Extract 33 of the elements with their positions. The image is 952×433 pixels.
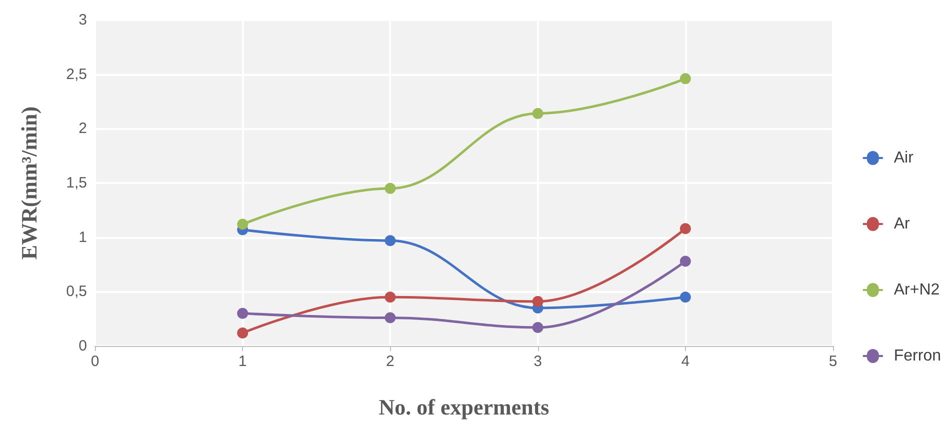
y-tick-label: 0,5 bbox=[66, 283, 87, 300]
point bbox=[680, 73, 691, 84]
point bbox=[384, 312, 396, 324]
legend-label: Ar+N2 bbox=[894, 282, 940, 298]
x-tick-label: 4 bbox=[681, 353, 690, 370]
y-axis-title: EWR(mm³/min) bbox=[16, 106, 42, 260]
x-tick-label: 3 bbox=[534, 353, 542, 370]
point bbox=[532, 296, 544, 307]
y-tick-label: 2 bbox=[78, 120, 87, 138]
point bbox=[384, 292, 396, 303]
point bbox=[680, 256, 691, 267]
x-tick-label: 0 bbox=[90, 353, 100, 370]
y-tick-label: 0 bbox=[78, 338, 87, 354]
y-tick-label: 1 bbox=[78, 228, 87, 246]
x-tick-label: 1 bbox=[238, 353, 247, 370]
x-tick-label: 5 bbox=[828, 353, 838, 370]
legend-label: Ferron bbox=[894, 348, 941, 364]
point bbox=[680, 292, 691, 303]
point bbox=[384, 235, 396, 246]
point bbox=[237, 308, 248, 319]
point bbox=[237, 327, 248, 338]
y-tick-label: 3 bbox=[78, 12, 87, 28]
point bbox=[237, 218, 248, 230]
point bbox=[384, 182, 396, 194]
point bbox=[680, 223, 691, 234]
y-tick-label: 2,5 bbox=[66, 66, 87, 83]
legend-label: Ar bbox=[894, 216, 911, 232]
x-tick-label: 2 bbox=[386, 353, 394, 370]
y-tick-label: 1,5 bbox=[66, 174, 87, 192]
x-axis-title: No. of experments bbox=[378, 394, 550, 420]
point bbox=[532, 322, 544, 334]
legend-label: Air bbox=[894, 150, 914, 166]
point bbox=[532, 108, 544, 119]
